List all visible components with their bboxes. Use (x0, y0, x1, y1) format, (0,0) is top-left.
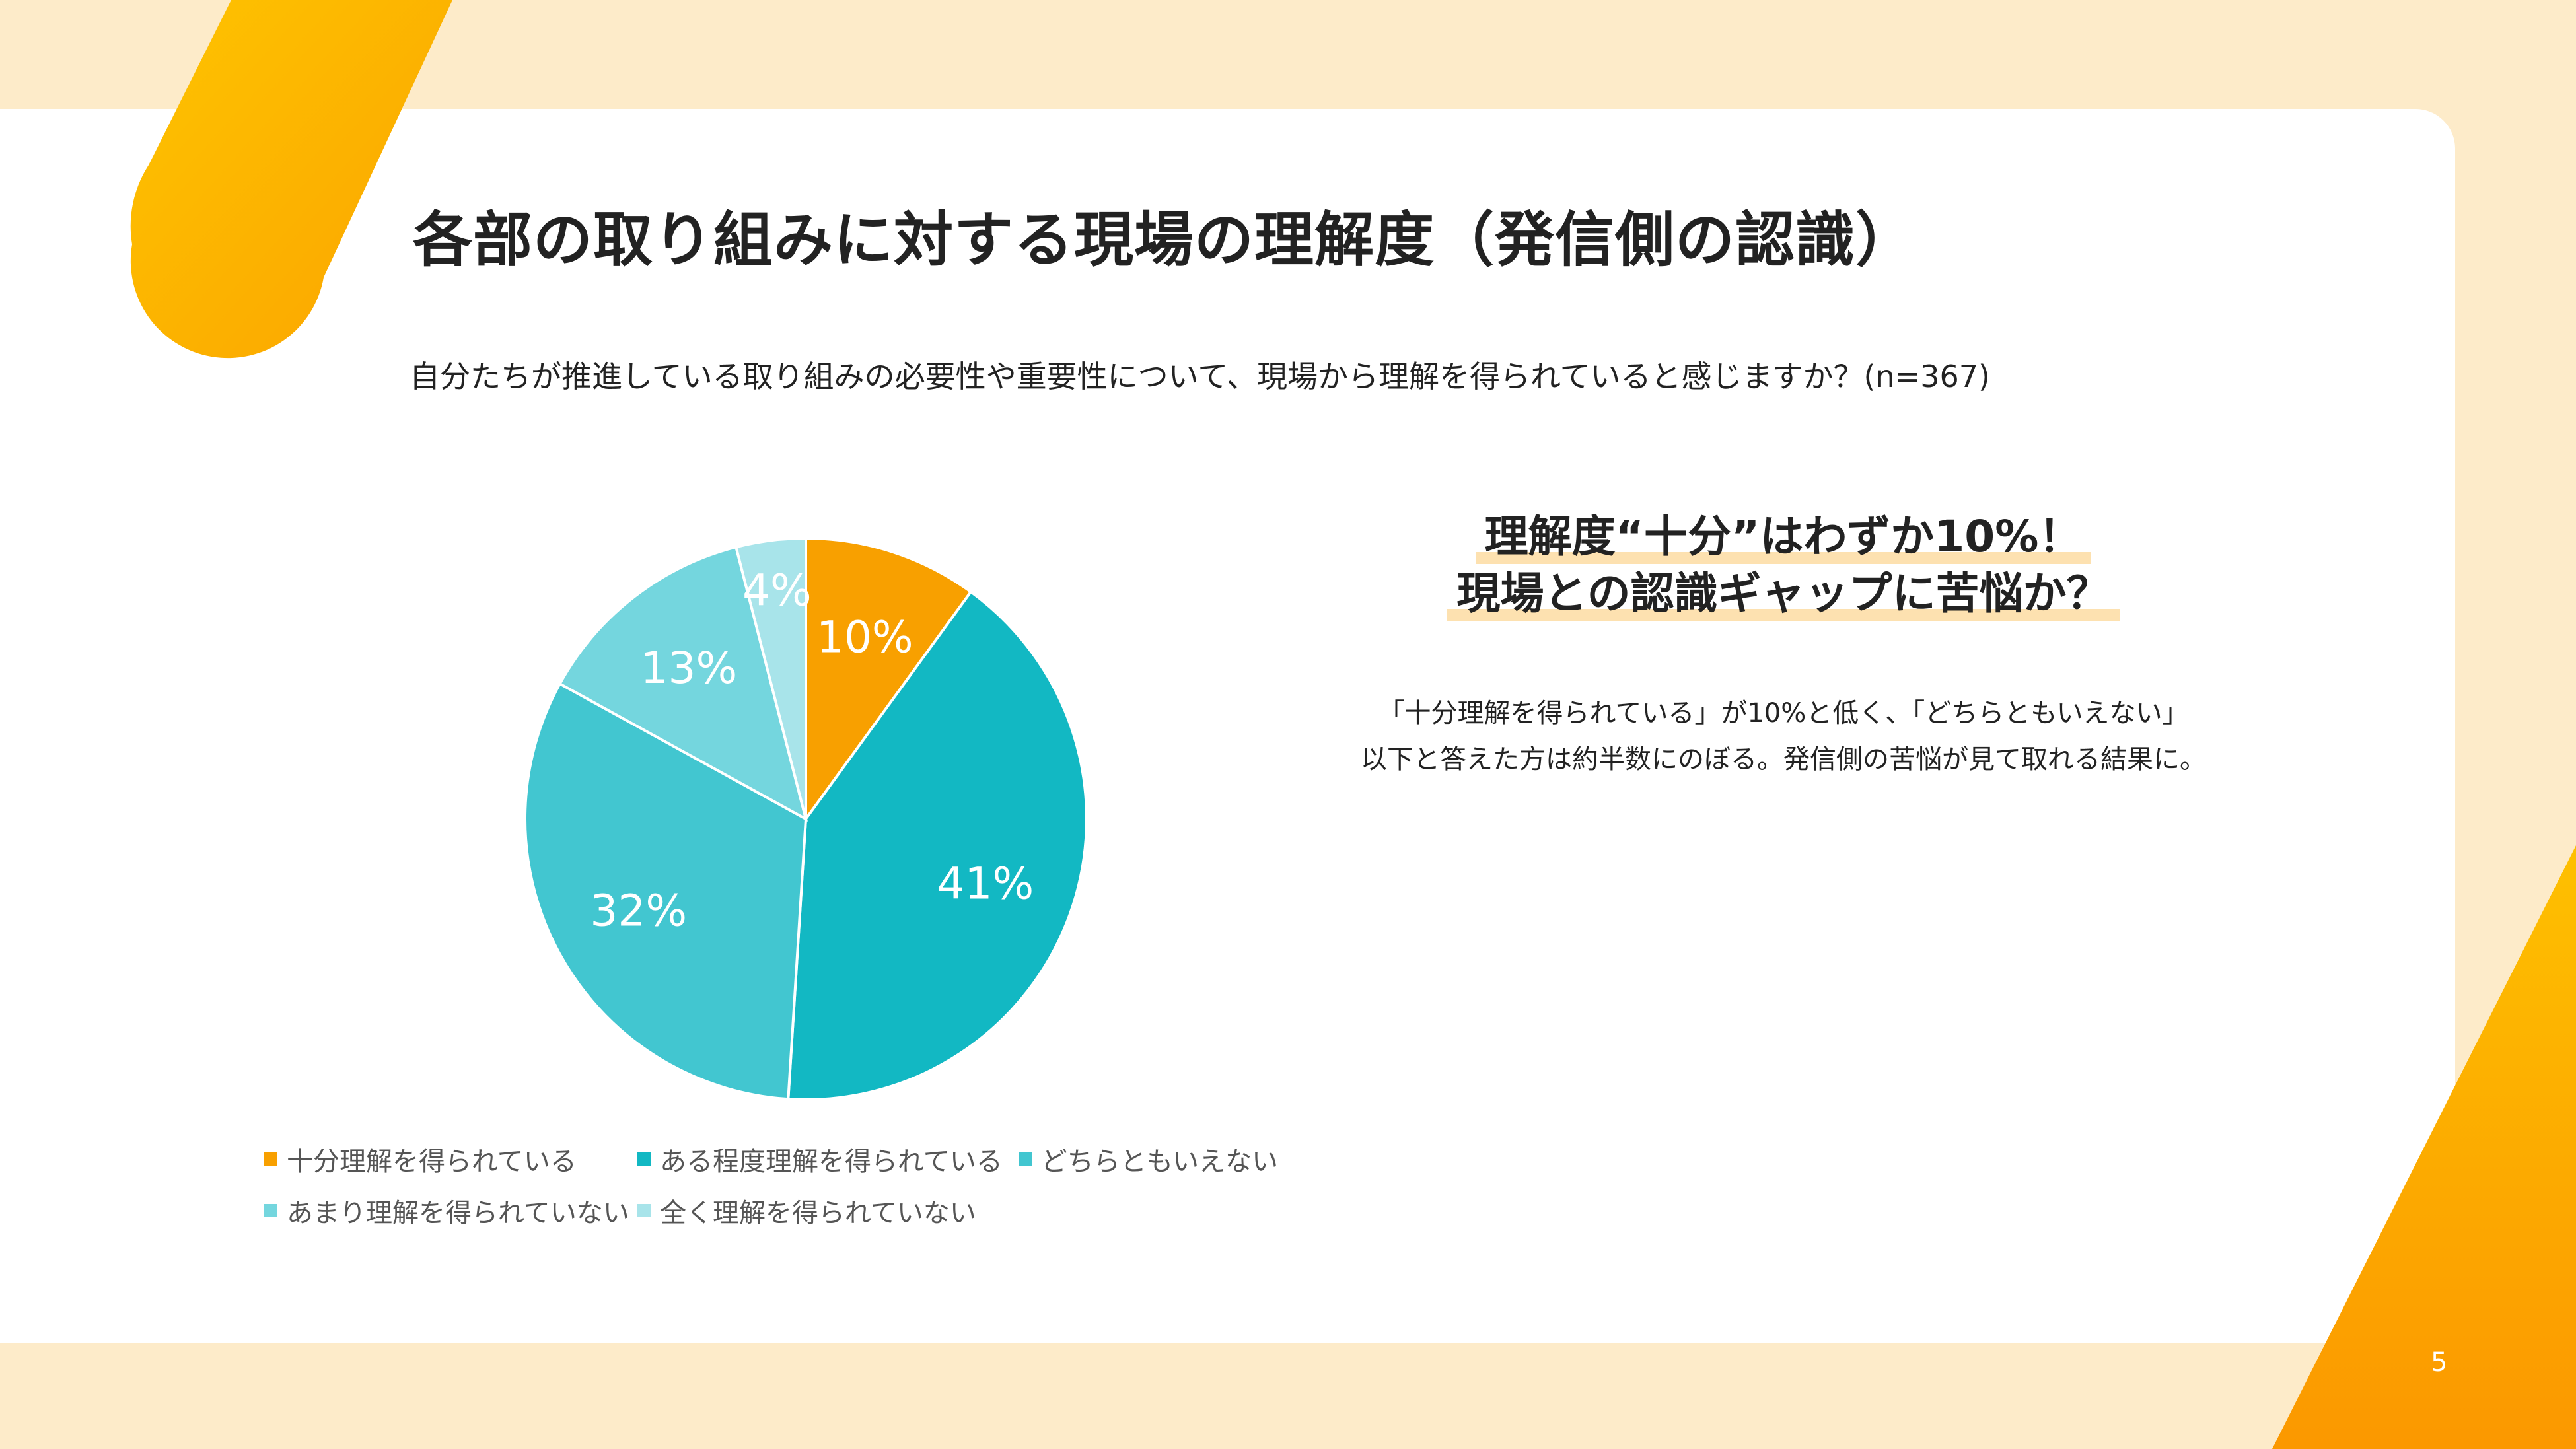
legend-label: 全く理解を得られていない (660, 1198, 976, 1228)
slice-data-label: 41% (937, 858, 1034, 909)
legend-row-2: あまり理解を得られていない 全く理解を得られていない (264, 1191, 1321, 1230)
highlight-bar (1475, 551, 2092, 564)
legend-item: あまり理解を得られていない (264, 1191, 637, 1230)
pie-slice (524, 682, 808, 1101)
headline-line-1: 理解度“十分”はわずか10%！ (1475, 509, 2092, 565)
summary-line-2: 以下と答えた方は約半数にのぼる。発信側の苦悩が見て取れる結果に。 (1361, 744, 2206, 775)
legend-row-1: 十分理解を得られている ある程度理解を得られている どちらともいえない (264, 1139, 1321, 1179)
legend-label: どちらともいえない (1040, 1147, 1279, 1177)
legend-swatch-cyan (1018, 1152, 1032, 1166)
legend-swatch-pale-cyan (637, 1204, 651, 1217)
slice-data-label: 4% (742, 565, 812, 616)
headline-line-2: 現場との認識ギャップに苦悩か？ (1447, 565, 2120, 622)
survey-question: 自分たちが推進している取り組みの必要性や重要性について、現場から理解を得られてい… (410, 359, 1990, 394)
legend-item: ある程度理解を得られている (637, 1140, 1003, 1178)
legend-label: 十分理解を得られている (287, 1147, 577, 1177)
summary-line-1: 「十分理解を得られている」が10%と低く、「どちらともいえない」 (1378, 698, 2189, 728)
pie-chart: 10% 41% 32% 13%4% (524, 536, 1088, 1101)
pie-slice (557, 545, 808, 822)
legend-item: 全く理解を得られていない (637, 1191, 976, 1230)
page-number: 5 (2431, 1347, 2448, 1378)
summary-text: 「十分理解を得られている」が10%と低く、「どちらともいえない」 以下と答えた方… (1341, 690, 2226, 783)
page-title: 各部の取り組みに対する現場の理解度（発信側の認識） (413, 205, 1915, 275)
legend-item: 十分理解を得られている (264, 1140, 637, 1178)
pie-slice (787, 590, 1088, 1101)
legend-swatch-orange (264, 1152, 277, 1166)
slice-data-label: 10% (816, 612, 913, 663)
legend-label: あまり理解を得られていない (287, 1198, 629, 1228)
legend-swatch-light-cyan (264, 1204, 277, 1217)
slice-data-label: 32% (590, 886, 687, 937)
legend-swatch-teal (637, 1152, 651, 1166)
chart-legend: 十分理解を得られている ある程度理解を得られている どちらともいえない あまり理… (264, 1139, 1321, 1242)
headline-text: 理解度“十分”はわずか10%！ (1484, 511, 2083, 562)
pie-slice (805, 536, 973, 824)
headline: 理解度“十分”はわずか10%！ 現場との認識ギャップに苦悩か？ (1374, 509, 2193, 622)
slice-data-label: 13% (641, 643, 738, 693)
legend-item: どちらともいえない (1018, 1140, 1279, 1178)
highlight-bar (1447, 608, 2120, 621)
pie-slice (734, 536, 807, 820)
headline-text: 現場との認識ギャップに苦悩か？ (1456, 567, 2110, 619)
legend-label: ある程度理解を得られている (660, 1147, 1003, 1177)
